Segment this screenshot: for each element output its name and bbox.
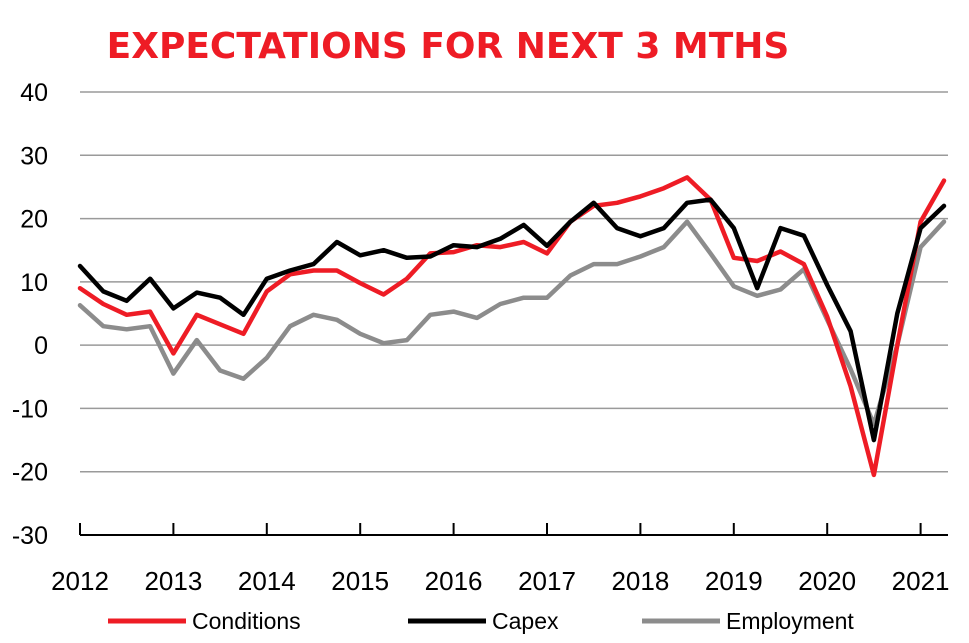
chart-title: EXPECTATIONS FOR NEXT 3 MTHS [107,26,790,67]
gridlines [80,91,948,536]
x-tick-label: 2016 [425,566,483,596]
x-axis: 2012 2013 2014 2015 2016 2017 2018 2019 2020 2021 [51,523,950,596]
x-tick-label: 2021 [892,566,950,596]
x-tick-label: 2013 [144,566,202,596]
y-tick-label: 20 [20,206,48,234]
y-tick-label: 40 [20,79,48,107]
y-tick-label: 10 [20,269,48,297]
y-tick-label: -10 [12,395,48,423]
x-tick-label: 2020 [798,566,856,596]
x-tick-label: 2014 [238,566,296,596]
legend-label-capex: Capex [492,608,559,634]
legend-label-conditions: Conditions [192,608,301,634]
y-tick-label: -30 [12,522,48,550]
x-tick-label: 2015 [331,566,389,596]
legend-label-employment: Employment [726,608,854,634]
series-line-capex [77,197,947,443]
x-tick-label: 2012 [51,566,109,596]
series-line-conditions [77,175,947,478]
y-tick-label: 30 [20,142,48,170]
y-tick-label: -20 [12,459,48,487]
data-series [77,175,947,478]
y-axis-tick-labels: 40 30 20 10 0 -10 -20 -30 [12,79,48,550]
legend: Conditions Capex Employment [108,608,854,634]
y-tick-label: 0 [34,332,48,360]
series-line-employment [77,219,947,427]
x-tick-label: 2019 [705,566,763,596]
x-tick-label: 2018 [611,566,669,596]
x-tick-label: 2017 [518,566,576,596]
